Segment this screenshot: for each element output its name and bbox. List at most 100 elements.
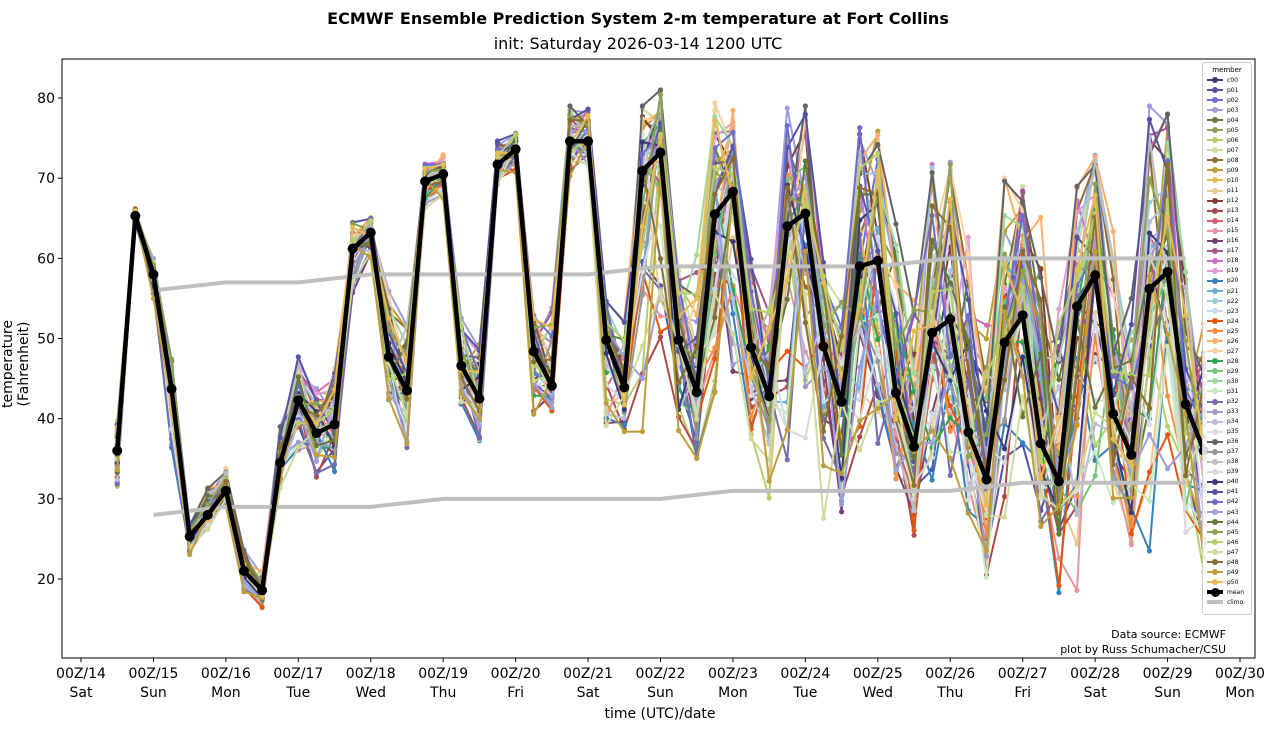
legend-label: p32 [1227, 398, 1239, 406]
mean-point [637, 165, 648, 176]
mean-point [619, 382, 630, 393]
member-point [621, 415, 627, 421]
member-point [947, 415, 953, 421]
member-point [1056, 383, 1062, 390]
legend-swatch [1207, 256, 1223, 266]
member-point [1001, 261, 1008, 268]
member-point [712, 332, 718, 338]
member-point [838, 470, 845, 476]
member-point [802, 248, 808, 254]
member-point [1038, 296, 1044, 303]
legend-entry: p47 [1203, 547, 1251, 557]
member-point [1092, 192, 1098, 198]
member-point [965, 453, 971, 460]
legend-entry: p25 [1203, 326, 1251, 336]
member-point [694, 436, 700, 442]
legend-swatch [1207, 567, 1223, 577]
member-point [929, 277, 935, 283]
mean-point [148, 269, 159, 280]
member-point [730, 362, 736, 368]
member-point [875, 440, 881, 446]
member-point [1092, 248, 1098, 254]
member-point [1020, 414, 1026, 420]
member-point [766, 310, 772, 316]
legend-label: p27 [1227, 347, 1239, 355]
mean-point [601, 335, 612, 346]
member-point [694, 455, 700, 461]
member-point [1164, 393, 1171, 399]
legend-entry: p16 [1203, 236, 1251, 246]
member-point [621, 402, 627, 408]
member-point [947, 161, 953, 167]
legend-label: p01 [1227, 86, 1239, 94]
member-point [313, 458, 320, 464]
legend-entry: p49 [1203, 567, 1251, 577]
mean-point [709, 209, 720, 220]
member-point [929, 322, 935, 328]
member-point [313, 474, 320, 480]
mean-point [1035, 438, 1046, 449]
mean-point [546, 380, 557, 391]
member-point [621, 422, 627, 428]
legend-swatch [1207, 85, 1223, 95]
mean-point [456, 360, 467, 371]
member-point [295, 420, 301, 426]
legend-swatch [1207, 577, 1223, 587]
mean-point [1053, 476, 1064, 487]
member-point [1164, 423, 1171, 430]
plot-frame [61, 58, 1256, 659]
legend-swatch [1207, 155, 1223, 165]
member-point [657, 334, 664, 340]
member-point [1164, 343, 1171, 349]
member-point [1110, 292, 1116, 298]
member-point [766, 457, 772, 463]
legend-label: mean [1227, 588, 1245, 596]
member-point [277, 443, 283, 450]
legend-entry: p44 [1203, 517, 1251, 527]
member-point [965, 234, 971, 240]
member-point [875, 336, 881, 343]
member-point [857, 397, 863, 403]
member-point [1056, 356, 1062, 362]
member-point [1146, 176, 1153, 182]
member-point [838, 501, 845, 507]
legend-label: p42 [1227, 498, 1239, 506]
member-point [911, 532, 917, 538]
legend-entry: p39 [1203, 467, 1251, 477]
member-point [1164, 322, 1171, 328]
member-point [259, 604, 265, 610]
legend-swatch [1207, 517, 1223, 527]
legend-entry: p32 [1203, 397, 1251, 407]
mean-point [727, 186, 738, 197]
x-tick-label: 00Z/30 [1215, 666, 1265, 682]
data-source-note: Data source: ECMWF [1111, 628, 1226, 641]
legend-entry: p46 [1203, 537, 1251, 547]
mean-point [257, 585, 268, 596]
member-point [820, 404, 827, 410]
member-point [1001, 251, 1008, 257]
legend-entry: p21 [1203, 286, 1251, 296]
legend-label: p49 [1227, 568, 1239, 576]
x-tick-day-label: Sun [1154, 685, 1181, 701]
legend-swatch [1207, 145, 1223, 155]
member-point [911, 376, 917, 382]
member-point [187, 551, 193, 558]
member-point [1092, 314, 1098, 321]
member-point [784, 122, 790, 129]
member-point [893, 242, 899, 248]
legend-swatch [1207, 266, 1223, 276]
legend-swatch [1207, 175, 1223, 185]
legend-entry: p03 [1203, 105, 1251, 115]
legend-entry: p18 [1203, 256, 1251, 266]
x-tick-label: 00Z/20 [491, 666, 541, 682]
member-point [458, 399, 464, 405]
y-tick-label: 30 [37, 492, 55, 508]
member-point [621, 337, 627, 343]
member-point [965, 297, 971, 303]
climo-upper-line [153, 256, 1186, 293]
legend-swatch [1207, 557, 1223, 567]
member-point [875, 405, 881, 411]
legend-swatch [1207, 537, 1223, 547]
member-point [223, 470, 229, 476]
mean-point [872, 255, 883, 266]
